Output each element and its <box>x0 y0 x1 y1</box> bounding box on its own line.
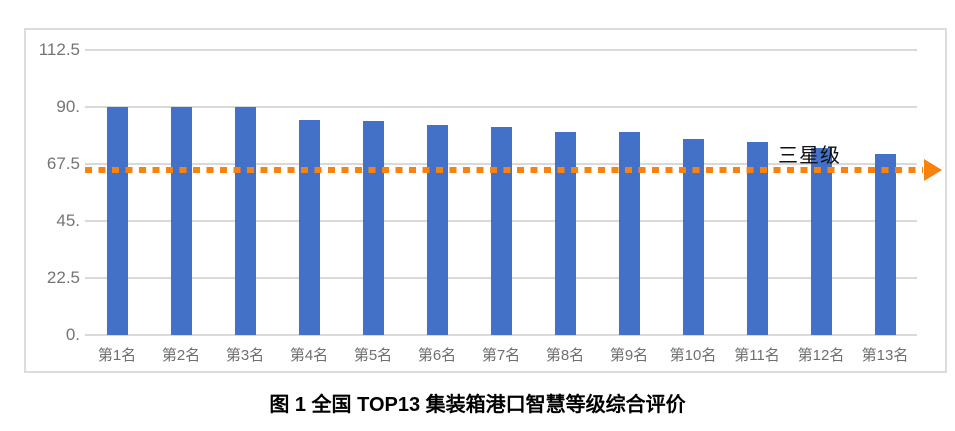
x-tick-label: 第6名 <box>417 347 457 364</box>
bar <box>362 120 384 335</box>
x-tick-label: 第2名 <box>161 347 201 364</box>
bar <box>682 138 704 335</box>
bar <box>554 132 576 335</box>
x-tick-label: 第3名 <box>225 347 265 364</box>
bar-chart: 112.5 90. 67.5 45. 22.5 0. 第1名 第2名 第3名 第4名 第5名 第6名 第… <box>24 28 947 373</box>
y-tick-label: 90. <box>56 97 80 116</box>
gridline <box>85 49 917 51</box>
x-tick-label: 第1名 <box>97 347 137 364</box>
x-tick-label: 第8名 <box>545 347 585 364</box>
x-tick-label: 第12名 <box>797 347 845 364</box>
bar <box>170 107 192 335</box>
gridline <box>85 334 917 336</box>
y-tick-label: 45. <box>56 211 80 230</box>
figure-caption: 图 1 全国 TOP13 集装箱港口智慧等级综合评价 <box>269 394 686 416</box>
x-tick-label: 第13名 <box>861 347 909 364</box>
x-tick-label: 第9名 <box>609 347 649 364</box>
y-tick-label: 67.5 <box>46 154 80 173</box>
x-tick-label: 第5名 <box>353 347 393 364</box>
y-tick-label: 112.5 <box>38 40 80 59</box>
x-tick-label: 第4名 <box>289 347 329 364</box>
x-tick-label: 第10名 <box>669 347 717 364</box>
bar <box>618 132 640 335</box>
bar <box>234 107 256 335</box>
bar <box>298 119 320 335</box>
bar <box>426 124 448 335</box>
reference-dotted-line <box>85 167 923 174</box>
bar <box>874 153 896 335</box>
bar <box>810 147 832 335</box>
reference-line-label: 三星级 <box>778 145 841 167</box>
bar <box>490 127 512 335</box>
x-tick-label: 第11名 <box>734 347 780 364</box>
gridline <box>85 106 917 108</box>
reference-arrow-icon <box>924 159 942 182</box>
bar <box>746 142 768 335</box>
plot-area: 112.5 90. 67.5 45. 22.5 0. 第1名 第2名 第3名 第4名 第5名 第6名 第… <box>39 40 942 364</box>
y-tick-label: 0. <box>65 325 80 344</box>
bar <box>106 107 128 335</box>
y-tick-label: 22.5 <box>46 268 80 287</box>
x-tick-label: 第7名 <box>481 347 521 364</box>
